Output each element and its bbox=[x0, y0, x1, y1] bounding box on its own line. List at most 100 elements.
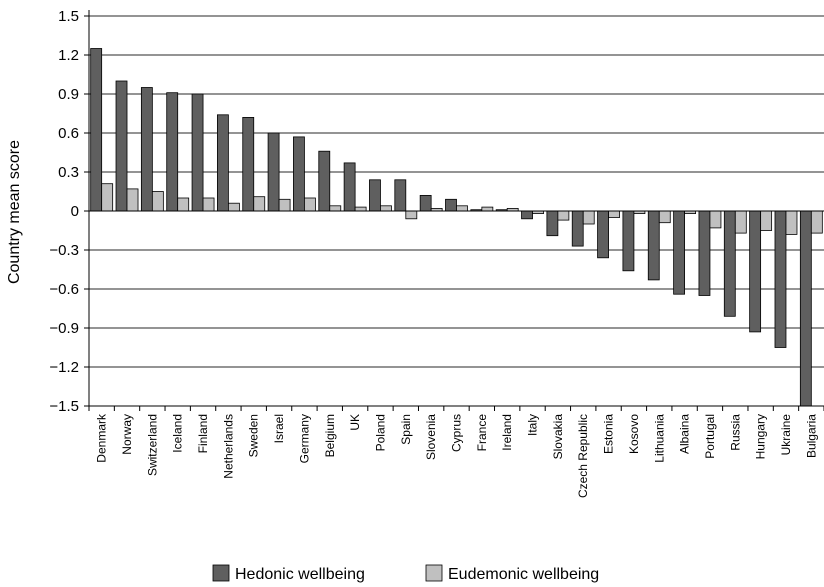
bar-hedonic-cyprus bbox=[445, 198, 457, 212]
x-tick-label: France bbox=[475, 414, 489, 452]
y-tick-label: 1.2 bbox=[58, 47, 79, 64]
bar-hedonic-lithuania bbox=[647, 210, 660, 281]
x-tick-labels: Denmark Norway Switzerland Iceland Finland Ne… bbox=[95, 413, 819, 498]
y-tick-label: 0.6 bbox=[58, 125, 79, 142]
axes bbox=[84, 10, 824, 411]
legend-swatch bbox=[212, 564, 230, 582]
bar-hedonic-hungary bbox=[749, 210, 762, 333]
x-tick-label: Netherlands bbox=[221, 414, 235, 479]
bar-eudemonic-russia bbox=[734, 210, 747, 234]
x-tick-label: Lithuania bbox=[652, 414, 666, 463]
legend-swatch bbox=[425, 564, 443, 582]
x-tick-label: Cyprus bbox=[450, 414, 464, 452]
x-tick-label: Finland bbox=[196, 414, 210, 453]
bar-hedonic-norway bbox=[115, 80, 128, 212]
bar-hedonic-denmark bbox=[90, 48, 103, 212]
y-tick-label: 1.5 bbox=[58, 8, 79, 25]
bar-eudemonic-spain bbox=[405, 210, 418, 220]
x-tick-label: Portugal bbox=[703, 414, 717, 459]
y-tick-label: 0.9 bbox=[58, 86, 79, 103]
bar-eudemonic-norway bbox=[126, 188, 139, 212]
y-tick-label: −0.3 bbox=[49, 242, 79, 259]
bar-hedonic-czech-republic bbox=[571, 210, 584, 247]
bar-eudemonic-denmark bbox=[101, 183, 114, 212]
legend-label: Eudemonic wellbeing bbox=[448, 566, 599, 583]
x-tick-label: Hungary bbox=[754, 414, 768, 459]
bar-hedonic-belgium bbox=[318, 150, 331, 212]
x-tick-label: Czech Republic bbox=[576, 414, 590, 498]
bar-eudemonic-iceland bbox=[177, 197, 190, 212]
y-tick-label: −0.6 bbox=[49, 281, 79, 298]
bar-hedonic-israel bbox=[267, 132, 280, 212]
bar-eudemonic-netherlands bbox=[227, 202, 240, 212]
x-tick-label: Israel bbox=[272, 414, 286, 443]
bar-hedonic-finland bbox=[191, 93, 204, 212]
x-tick-label: UK bbox=[348, 414, 362, 431]
x-tick-label: Iceland bbox=[171, 414, 185, 453]
x-tick-label: Slovenia bbox=[424, 414, 438, 460]
bar-hedonic-kosovo bbox=[622, 210, 635, 272]
bar-eudemonic-germany bbox=[304, 197, 316, 212]
bar-hedonic-spain bbox=[394, 179, 407, 212]
bar-eudemonic-lithuania bbox=[658, 210, 671, 224]
x-tick-label: Kosovo bbox=[627, 414, 641, 454]
x-tick-label: Germany bbox=[297, 414, 311, 463]
bar-eudemonic-hungary bbox=[760, 210, 773, 231]
bar-eudemonic-cyprus bbox=[456, 205, 468, 212]
y-tick-label: 0 bbox=[71, 203, 79, 220]
bar-hedonic-poland bbox=[369, 179, 381, 212]
bars bbox=[90, 48, 823, 407]
bar-hedonic-sweden bbox=[242, 117, 255, 212]
bar-hedonic-slovenia bbox=[419, 194, 432, 212]
x-tick-label: Ukraine bbox=[779, 414, 793, 456]
bar-hedonic-switzerland bbox=[140, 87, 153, 212]
bar-eudemonic-czech-republic bbox=[582, 210, 595, 225]
bar-eudemonic-poland bbox=[380, 205, 392, 212]
bar-eudemonic-belgium bbox=[329, 205, 342, 212]
bar-eudemonic-switzerland bbox=[151, 191, 164, 212]
bar-hedonic-uk bbox=[343, 162, 356, 212]
bar-hedonic-italy bbox=[521, 210, 533, 220]
bar-eudemonic-uk bbox=[354, 206, 367, 212]
x-tick-label: Belgium bbox=[323, 414, 337, 457]
bar-eudemonic-portugal bbox=[709, 210, 722, 229]
x-tick-label: Albaina bbox=[678, 414, 692, 454]
bar-eudemonic-bulgaria bbox=[810, 210, 823, 234]
x-tick-label: Norway bbox=[120, 414, 134, 455]
bar-eudemonic-finland bbox=[202, 197, 215, 212]
y-tick-label: −0.9 bbox=[49, 320, 79, 337]
x-tick-label: Slovakia bbox=[551, 414, 565, 460]
x-tick-label: Russia bbox=[728, 414, 742, 451]
legend: Hedonic wellbeing Eudemonic wellbeing bbox=[212, 564, 599, 583]
bar-eudemonic-estonia bbox=[608, 210, 620, 218]
bar-hedonic-iceland bbox=[166, 92, 179, 212]
y-tick-label: −1.5 bbox=[49, 398, 79, 415]
bar-eudemonic-france bbox=[481, 206, 494, 212]
x-tick-label: Denmark bbox=[95, 413, 109, 463]
bar-hedonic-slovakia bbox=[546, 210, 559, 237]
x-tick-label: Ireland bbox=[500, 414, 514, 451]
y-axis-label: Country mean score bbox=[6, 140, 23, 284]
x-tick-label: Italy bbox=[526, 414, 540, 436]
bar-hedonic-estonia bbox=[597, 210, 609, 259]
y-tick-label: −1.2 bbox=[49, 359, 79, 376]
bar-eudemonic-slovakia bbox=[557, 210, 570, 221]
bar-hedonic-russia bbox=[723, 210, 736, 317]
x-tick-label: Sweden bbox=[247, 414, 261, 457]
bar-eudemonic-sweden bbox=[253, 196, 266, 212]
bar-hedonic-albaina bbox=[673, 210, 686, 295]
x-tick-label: Switzerland bbox=[145, 414, 159, 476]
legend-label: Hedonic wellbeing bbox=[235, 566, 365, 583]
bar-eudemonic-israel bbox=[278, 198, 291, 212]
bar-hedonic-ukraine bbox=[774, 210, 787, 348]
y-tick-label: 0.3 bbox=[58, 164, 79, 181]
bar-hedonic-bulgaria bbox=[799, 210, 812, 407]
bar-hedonic-portugal bbox=[698, 210, 711, 296]
x-tick-label: Spain bbox=[399, 414, 413, 445]
bar-eudemonic-ukraine bbox=[785, 210, 798, 235]
x-tick-label: Bulgaria bbox=[804, 414, 818, 458]
x-tick-label: Estonia bbox=[602, 414, 616, 454]
bar-hedonic-germany bbox=[293, 136, 305, 212]
bar-hedonic-netherlands bbox=[216, 114, 229, 212]
